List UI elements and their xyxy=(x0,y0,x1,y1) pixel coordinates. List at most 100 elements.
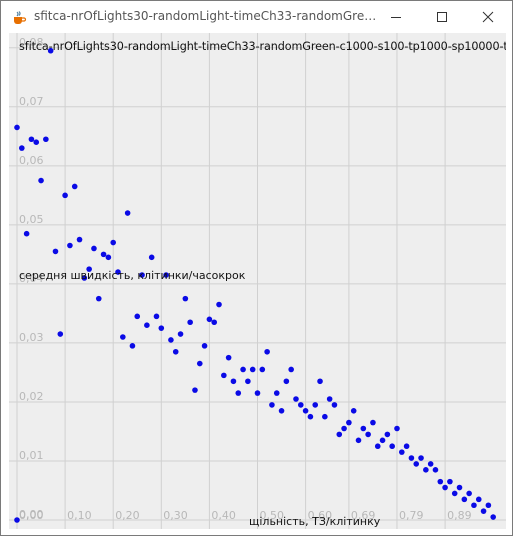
data-point xyxy=(221,372,227,379)
data-point xyxy=(437,478,444,485)
data-point xyxy=(153,313,160,320)
x-tick-label: 0,50 xyxy=(260,509,285,522)
data-point xyxy=(331,402,338,408)
data-point xyxy=(182,295,189,302)
data-point xyxy=(389,443,395,450)
maximize-icon xyxy=(437,12,447,22)
y-tick-label: 0,00 xyxy=(19,508,44,521)
data-point xyxy=(158,325,165,331)
data-point xyxy=(442,484,448,491)
data-point xyxy=(447,478,453,485)
data-point xyxy=(134,313,141,320)
data-point xyxy=(283,378,290,385)
x-tick-label: 0,69 xyxy=(351,509,376,522)
data-point xyxy=(317,378,323,385)
data-point xyxy=(259,366,266,373)
data-point xyxy=(95,295,102,302)
data-point xyxy=(480,508,487,514)
data-point xyxy=(144,322,150,329)
data-point xyxy=(273,390,280,396)
java-icon xyxy=(11,10,27,24)
data-point xyxy=(374,443,381,450)
y-tick-label: 0,01 xyxy=(19,449,44,462)
data-point xyxy=(418,455,424,461)
data-point xyxy=(413,461,420,467)
x-tick-label: 0,20 xyxy=(115,509,140,522)
data-point xyxy=(33,139,40,146)
data-point xyxy=(288,366,294,373)
data-point xyxy=(196,360,203,367)
data-point xyxy=(168,337,174,343)
data-point xyxy=(326,396,333,402)
data-point xyxy=(148,254,155,261)
data-point xyxy=(163,272,169,278)
data-point xyxy=(235,390,242,396)
data-point xyxy=(47,47,54,54)
close-icon xyxy=(482,11,494,23)
data-point xyxy=(211,319,218,326)
data-point xyxy=(490,514,496,520)
data-point xyxy=(427,461,434,467)
y-tick-label: 0,08 xyxy=(19,36,44,49)
data-point xyxy=(225,354,232,361)
x-tick-label: 0,60 xyxy=(308,509,333,522)
data-point xyxy=(86,266,92,272)
y-tick-label: 0,02 xyxy=(19,390,44,403)
data-point xyxy=(230,378,237,385)
data-point xyxy=(379,437,386,444)
data-point xyxy=(394,425,400,432)
data-point xyxy=(129,343,136,349)
data-point xyxy=(269,402,275,408)
data-point xyxy=(38,177,44,184)
data-point xyxy=(192,387,198,393)
title-bar[interactable]: sfitca-nrOfLights30-randomLight-timeCh33… xyxy=(1,1,512,33)
data-point xyxy=(471,502,477,509)
data-point xyxy=(408,455,415,461)
y-tick-label: 0,04 xyxy=(19,272,44,285)
data-point xyxy=(355,437,362,444)
data-point xyxy=(360,425,367,432)
x-tick-label: 0,00 xyxy=(19,509,44,522)
data-point xyxy=(322,413,328,420)
data-point xyxy=(110,239,116,246)
data-point xyxy=(206,316,213,323)
data-point xyxy=(71,183,78,190)
data-point xyxy=(399,449,405,455)
chart-panel: 0,00 0,01 0,02 0,03 0,04 0,05 0,06 0,07 0,08 0,00… xyxy=(9,33,506,529)
data-point xyxy=(120,334,126,340)
x-tick-label: 0,89 xyxy=(447,509,472,522)
data-point xyxy=(100,251,107,258)
minimize-icon xyxy=(391,17,401,18)
data-point xyxy=(19,145,25,151)
data-point xyxy=(14,124,20,131)
minimize-button[interactable] xyxy=(373,1,419,33)
data-point xyxy=(278,407,285,414)
scatter-plot: 0,000,010,020,030,040,050,060,070,080,00… xyxy=(9,33,506,529)
data-point xyxy=(307,413,314,420)
y-tick-label: 0,03 xyxy=(19,331,44,344)
y-axis-label: середня швидкість, клітинки/часокрок xyxy=(19,269,246,282)
close-button[interactable] xyxy=(465,1,511,33)
data-point xyxy=(346,419,352,426)
data-point xyxy=(384,431,391,438)
data-point xyxy=(466,490,472,497)
data-point xyxy=(312,402,319,408)
x-tick-label: 0,40 xyxy=(211,509,236,522)
data-point xyxy=(76,236,83,243)
data-point xyxy=(403,443,410,450)
x-tick-label: 0,79 xyxy=(399,509,424,522)
data-point xyxy=(28,136,35,143)
data-point xyxy=(350,407,357,414)
data-point xyxy=(264,348,270,355)
maximize-button[interactable] xyxy=(419,1,465,33)
x-tick-label: 0,30 xyxy=(163,509,188,522)
data-point xyxy=(365,431,371,438)
data-point xyxy=(370,419,376,426)
data-point xyxy=(475,496,482,503)
data-point xyxy=(23,230,30,237)
data-point xyxy=(423,467,429,473)
data-point xyxy=(124,210,131,216)
y-tick-label: 0,07 xyxy=(19,95,44,108)
window-title: sfitca-nrOfLights30-randomLight-timeCh33… xyxy=(34,9,379,23)
data-point xyxy=(432,467,439,473)
